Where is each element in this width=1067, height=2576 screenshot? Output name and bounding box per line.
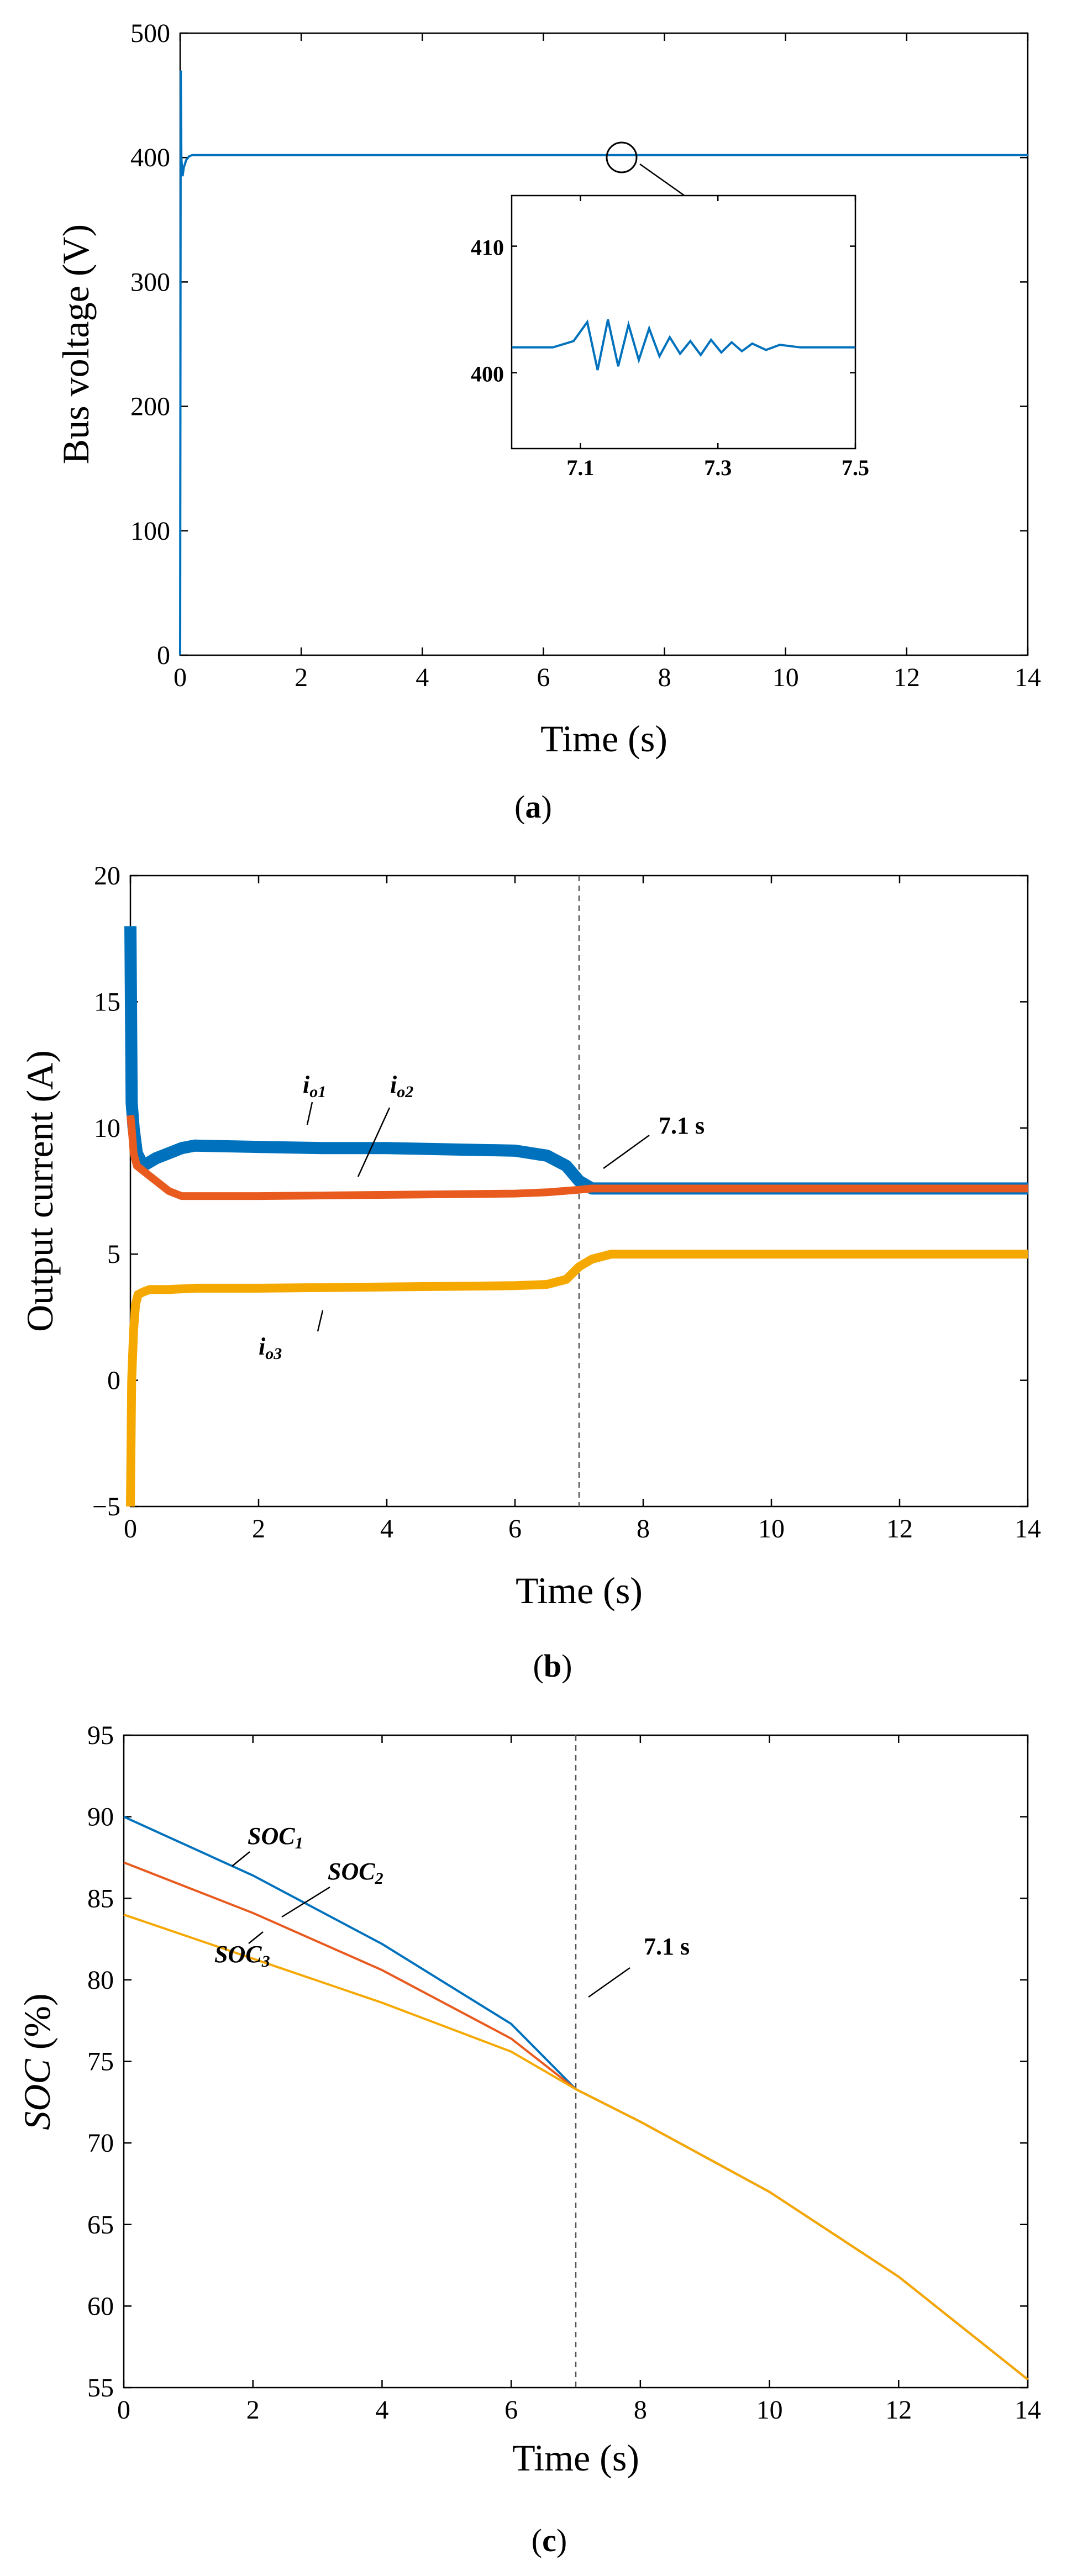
panel-c-xlabel: Time (s) — [512, 2437, 639, 2479]
x-tick-label: 12 — [886, 1514, 913, 1544]
inset-bus-voltage-line — [512, 319, 855, 371]
x-tick-label: 10 — [758, 1514, 785, 1544]
y-tick-label: 0 — [107, 1366, 120, 1395]
io1-label: io1 — [303, 1071, 326, 1101]
SOC2-line — [123, 1861, 1029, 2380]
y-tick-label: 75 — [87, 2047, 114, 2077]
io3-line — [126, 1250, 1028, 1507]
inset-ticks: 7.1 7.3 7.5 400 410 — [471, 196, 869, 480]
x-tick-label: 0 — [174, 663, 187, 692]
y-tick-label: 500 — [130, 19, 170, 48]
panel-a-caption: (a) — [514, 789, 552, 825]
x-tick-label: 12 — [885, 2395, 912, 2425]
soc1-label: SOC1 — [248, 1822, 303, 1852]
x-tick-label: 8 — [658, 663, 671, 692]
panel-b-time-annotation: 7.1 s — [659, 1112, 705, 1139]
y-tick-label: 400 — [471, 362, 504, 387]
x-tick-label: 4 — [380, 1514, 393, 1544]
y-tick-label: 20 — [94, 861, 120, 891]
SOC3-line — [123, 1913, 1029, 2380]
x-tick-label: 2 — [246, 2395, 260, 2425]
x-tick-label: 10 — [756, 2395, 783, 2425]
y-tick-label: 85 — [87, 1884, 114, 1913]
y-tick-label: 90 — [87, 1803, 114, 1832]
io2-label: io2 — [390, 1071, 413, 1101]
inset-plot-frame — [511, 194, 856, 450]
y-tick-label: 65 — [87, 2210, 114, 2240]
x-tick-label: 6 — [537, 663, 550, 692]
y-tick-label: 15 — [94, 987, 120, 1016]
io1-arrow — [306, 1102, 313, 1125]
y-tick-label: 55 — [87, 2373, 114, 2403]
y-tick-label: 5 — [107, 1240, 120, 1269]
io2-arrow — [357, 1107, 391, 1177]
panel-a: 0 2 4 6 8 10 12 14 0 100 200 300 400 500 Time (s) Bus… — [55, 19, 1041, 825]
soc3-arrow — [248, 1931, 264, 1944]
x-tick-label: 14 — [1015, 663, 1041, 692]
x-tick-label: 0 — [124, 1514, 137, 1544]
y-tick-label: 60 — [87, 2291, 114, 2321]
panel-a-ylabel: Bus voltage (V) — [55, 224, 97, 464]
y-tick-label: 95 — [87, 1721, 114, 1750]
panel-b-series — [124, 926, 1028, 1507]
y-tick-label: −5 — [92, 1492, 120, 1521]
panel-b-xlabel: Time (s) — [516, 1569, 643, 1611]
io3-arrow — [317, 1310, 324, 1332]
y-tick-label: 400 — [130, 143, 170, 172]
io3-label: io3 — [259, 1333, 282, 1363]
x-tick-label: 12 — [893, 663, 920, 692]
x-tick-label: 14 — [1015, 1514, 1041, 1544]
x-tick-label: 0 — [117, 2395, 130, 2425]
y-tick-label: 100 — [130, 517, 170, 546]
x-tick-label: 7.5 — [842, 455, 869, 480]
x-tick-label: 4 — [375, 2395, 388, 2425]
x-tick-label: 7.3 — [704, 455, 732, 480]
panel-b-time-arrow — [603, 1134, 650, 1170]
x-tick-label: 10 — [772, 663, 799, 692]
zoom-arrow — [639, 163, 686, 197]
soc1-arrow — [232, 1851, 250, 1867]
y-tick-label: 200 — [130, 392, 170, 422]
soc2-label: SOC2 — [328, 1858, 383, 1888]
panel-a-inset: 7.1 7.3 7.5 400 410 — [471, 194, 869, 480]
x-tick-label: 2 — [252, 1514, 265, 1544]
panel-b-ylabel: Output current (A) — [19, 1050, 61, 1332]
x-tick-label: 6 — [508, 1514, 522, 1544]
panel-c-time-arrow — [588, 1967, 630, 1998]
x-tick-label: 8 — [637, 1514, 650, 1544]
panel-c-caption: (c) — [532, 2522, 567, 2558]
y-tick-label: 300 — [130, 267, 170, 297]
y-tick-label: 80 — [87, 1966, 114, 1995]
zoom-marker-circle — [606, 141, 638, 173]
x-tick-label: 4 — [416, 663, 429, 692]
x-tick-label: 8 — [634, 2395, 647, 2425]
panel-c-time-annotation: 7.1 s — [644, 1933, 690, 1960]
y-tick-label: 70 — [87, 2129, 114, 2158]
panel-a-ticks: 0 2 4 6 8 10 12 14 0 100 200 300 400 500 — [130, 19, 1041, 692]
x-tick-label: 14 — [1015, 2395, 1041, 2425]
panel-b-caption: (b) — [533, 1648, 572, 1684]
y-tick-label: 10 — [94, 1114, 120, 1143]
io2-line — [127, 1115, 1028, 1200]
panel-c-series — [123, 1815, 1029, 2380]
soc3-label: SOC3 — [214, 1941, 270, 1971]
panel-a-xlabel: Time (s) — [540, 718, 667, 760]
soc2-arrow — [281, 1886, 330, 1918]
panel-c-ylabel: SOC (%) — [16, 1993, 58, 2130]
x-tick-label: 6 — [504, 2395, 518, 2425]
y-tick-label: 0 — [157, 641, 170, 670]
bus-voltage-line — [179, 70, 1028, 656]
x-tick-label: 2 — [295, 663, 308, 692]
x-tick-label: 7.1 — [566, 455, 594, 480]
y-tick-label: 410 — [471, 235, 504, 260]
panel-c-ticks: 0 2 4 6 8 10 12 14 55 60 65 70 75 80 85 90 95 — [87, 1721, 1041, 2425]
